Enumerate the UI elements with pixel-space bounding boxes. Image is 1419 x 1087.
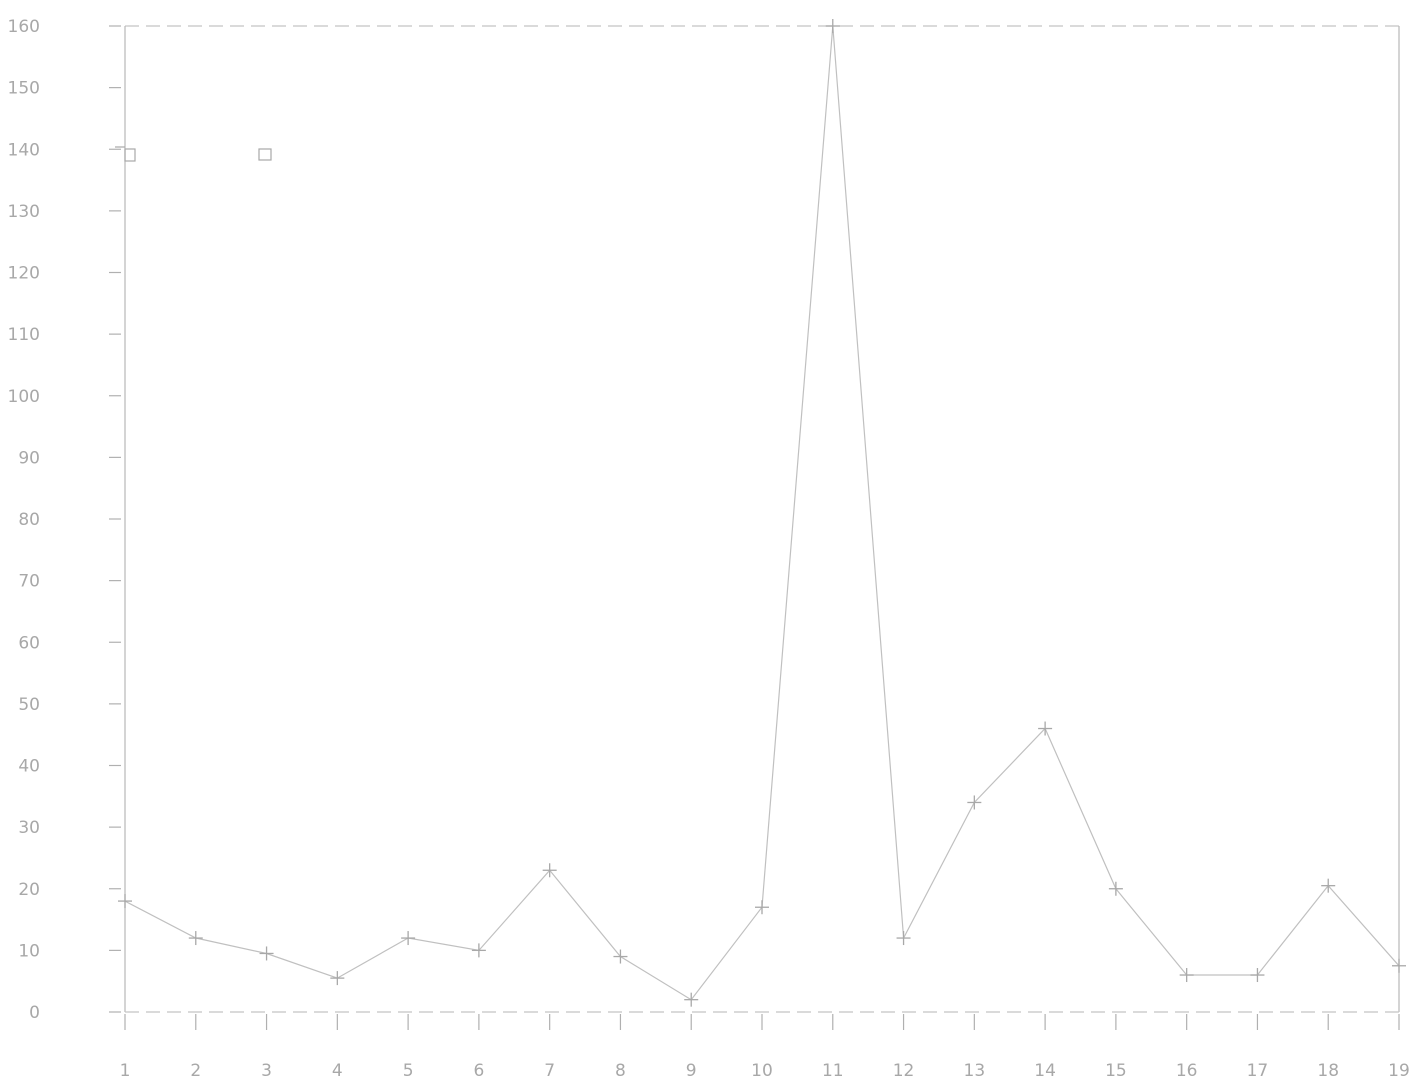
data-point-marker xyxy=(613,949,628,964)
data-point-marker xyxy=(684,992,699,1007)
x-tick-label: 6 xyxy=(473,1061,484,1081)
data-point-marker xyxy=(1108,881,1123,896)
y-tick-label: 0 xyxy=(29,1003,40,1023)
x-tick-label: 14 xyxy=(1034,1061,1056,1081)
y-tick-label: 80 xyxy=(18,510,40,530)
y-tick-label: 60 xyxy=(18,633,40,653)
data-point-marker xyxy=(542,863,557,878)
y-tick-label: 110 xyxy=(8,325,40,345)
x-tick-label: 1 xyxy=(120,1061,131,1081)
x-tick-label: 8 xyxy=(615,1061,626,1081)
series-group xyxy=(118,19,1406,1007)
y-tick-label: 120 xyxy=(8,264,40,284)
data-point-marker xyxy=(1038,721,1053,736)
y-tick-label: 100 xyxy=(8,387,40,407)
x-tick-label: 5 xyxy=(403,1061,414,1081)
x-tick-label: 18 xyxy=(1317,1061,1339,1081)
y-tick-label: 150 xyxy=(8,79,40,99)
y-tick-label: 140 xyxy=(8,140,40,160)
x-tick-label: 10 xyxy=(751,1061,773,1081)
data-point-marker xyxy=(188,931,203,946)
plot-frame xyxy=(125,25,1400,1012)
legend-end-box xyxy=(258,148,272,161)
y-tick-label: 70 xyxy=(18,572,40,592)
data-point-marker xyxy=(259,946,274,961)
data-point-marker xyxy=(1392,958,1406,973)
data-point-marker xyxy=(1179,968,1194,983)
x-tick-label: 12 xyxy=(893,1061,915,1081)
data-point-marker xyxy=(330,971,345,986)
y-tick-label: 160 xyxy=(8,17,40,37)
legend xyxy=(115,146,272,162)
x-tick-label: 15 xyxy=(1105,1061,1127,1081)
data-point-marker xyxy=(825,19,840,33)
y-tick-label: 130 xyxy=(8,202,40,222)
x-tick-label: 3 xyxy=(261,1061,272,1081)
y-tick-label: 30 xyxy=(18,818,40,838)
x-tick-label: 16 xyxy=(1176,1061,1198,1081)
x-tick-label: 13 xyxy=(964,1061,986,1081)
y-tick-label: 90 xyxy=(18,448,40,468)
legend-marker xyxy=(124,148,136,162)
x-tick-label: 11 xyxy=(822,1061,844,1081)
x-tick-label: 17 xyxy=(1247,1061,1269,1081)
data-point-marker xyxy=(755,900,769,915)
data-point-marker xyxy=(967,795,982,810)
y-tick-label: 10 xyxy=(18,941,40,961)
data-point-marker xyxy=(118,894,132,909)
data-point-marker xyxy=(471,943,486,958)
data-point-marker xyxy=(1321,878,1336,893)
series-line xyxy=(124,25,1400,1001)
data-point-marker xyxy=(896,931,911,946)
x-axis: 1 2 3 4 5 6 7 8 9 10 11 12 13 14 15 16 17 18 19 xyxy=(120,1011,1410,1081)
x-tick-label: 9 xyxy=(686,1061,697,1081)
data-point-marker xyxy=(401,931,416,946)
y-tick-label: 20 xyxy=(18,880,40,900)
x-tick-label: 2 xyxy=(190,1061,201,1081)
x-tick-label: 7 xyxy=(544,1061,555,1081)
y-axis: 0 10 20 30 40 50 60 70 80 90 100 110 120 130 140 150 160 xyxy=(8,17,126,1023)
y-tick-label: 50 xyxy=(18,695,40,715)
x-tick-label: 4 xyxy=(332,1061,343,1081)
data-point-marker xyxy=(1250,968,1265,983)
x-tick-label: 19 xyxy=(1388,1061,1410,1081)
y-tick-label: 40 xyxy=(18,757,40,777)
